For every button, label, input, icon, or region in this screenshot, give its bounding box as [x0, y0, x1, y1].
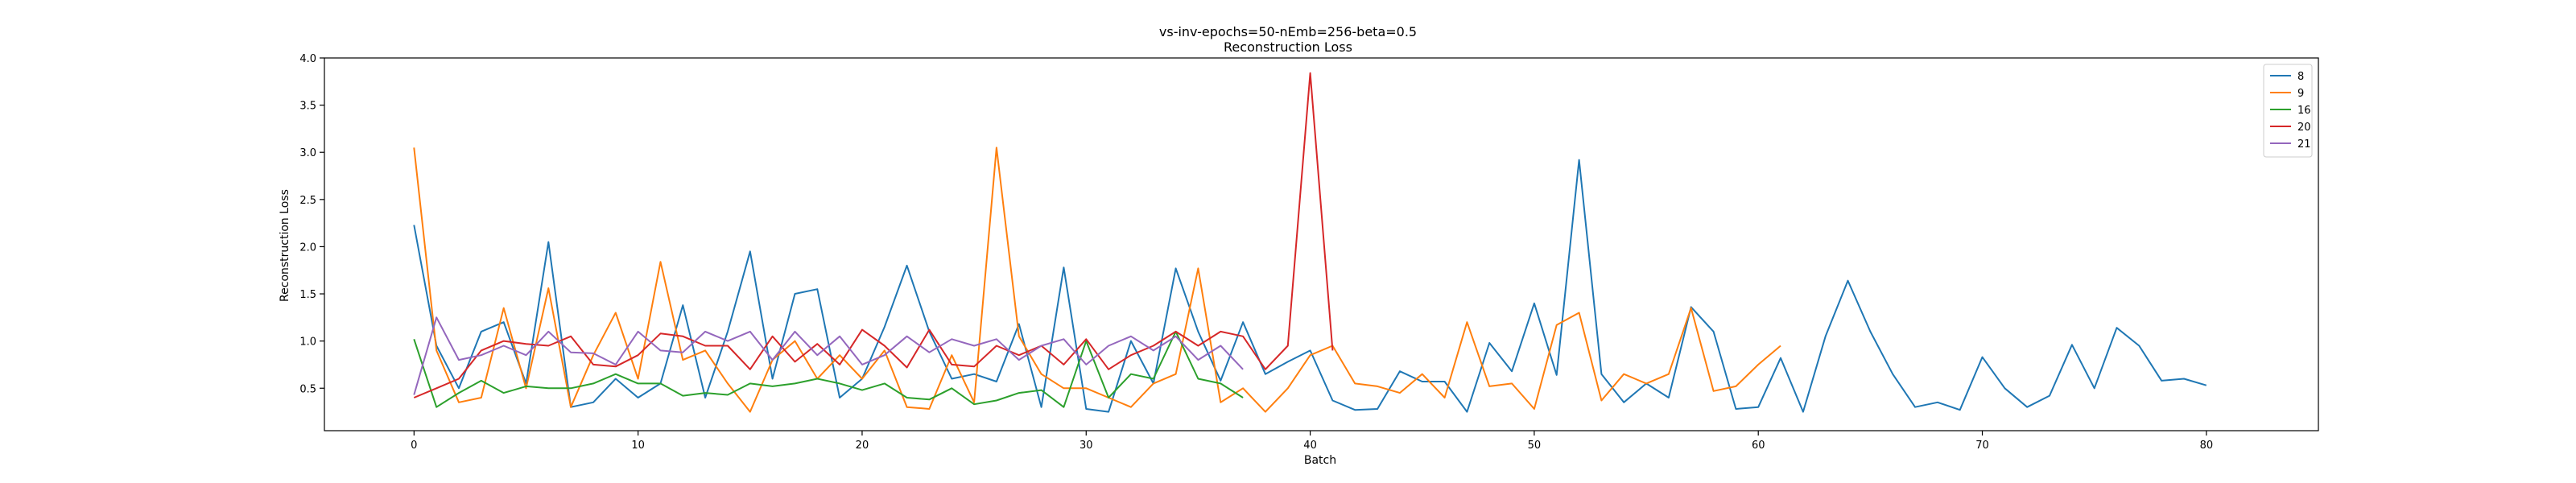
x-tick-label: 10 — [631, 440, 645, 452]
legend-frame — [2263, 64, 2313, 158]
series-line-9 — [413, 147, 1781, 413]
y-tick-label: 2.0 — [299, 242, 316, 254]
chart-title: vs-inv-epochs=50-nEmb=256-beta=0.5 — [1159, 24, 1417, 39]
x-tick-label: 30 — [1080, 440, 1093, 452]
x-tick-label: 60 — [1752, 440, 1765, 452]
x-tick-label: 40 — [1303, 440, 1317, 452]
legend-label: 8 — [2297, 71, 2304, 83]
x-tick-label: 50 — [1528, 440, 1542, 452]
y-tick-label: 1.5 — [299, 289, 316, 301]
y-axis-title: Reconstruction Loss — [279, 189, 291, 302]
legend-label: 9 — [2297, 88, 2304, 100]
y-tick-label: 0.5 — [299, 383, 316, 395]
series-line-20 — [413, 72, 1334, 398]
x-tick-label: 80 — [2200, 440, 2214, 452]
chart-subtitle: Reconstruction Loss — [1224, 39, 1352, 55]
x-tick-label: 70 — [1975, 440, 1989, 452]
legend-label: 20 — [2297, 122, 2311, 134]
plot-area — [413, 72, 2207, 413]
y-tick-label: 2.5 — [299, 195, 316, 207]
legend: 8 9 16 20 21 — [2263, 64, 2313, 158]
x-tick-label: 0 — [411, 440, 417, 452]
x-axis-title: Batch — [1304, 454, 1336, 467]
series-line-8 — [413, 159, 2207, 413]
axes-frame — [324, 57, 2319, 431]
series-line-21 — [413, 316, 1244, 395]
y-tick-label: 3.0 — [299, 147, 316, 159]
y-tick-label: 1.0 — [299, 336, 316, 349]
series-line-16 — [413, 330, 1244, 408]
axes: 0 10 20 30 40 50 60 70 80 0.5 1.0 1.5 2.0 2.5 3.0 3.5 4.… — [299, 53, 2319, 452]
x-tick-label: 20 — [856, 440, 869, 452]
y-tick-label: 4.0 — [299, 53, 316, 65]
y-tick-label: 3.5 — [299, 101, 316, 113]
legend-label: 21 — [2297, 138, 2311, 151]
legend-label: 16 — [2297, 105, 2311, 117]
